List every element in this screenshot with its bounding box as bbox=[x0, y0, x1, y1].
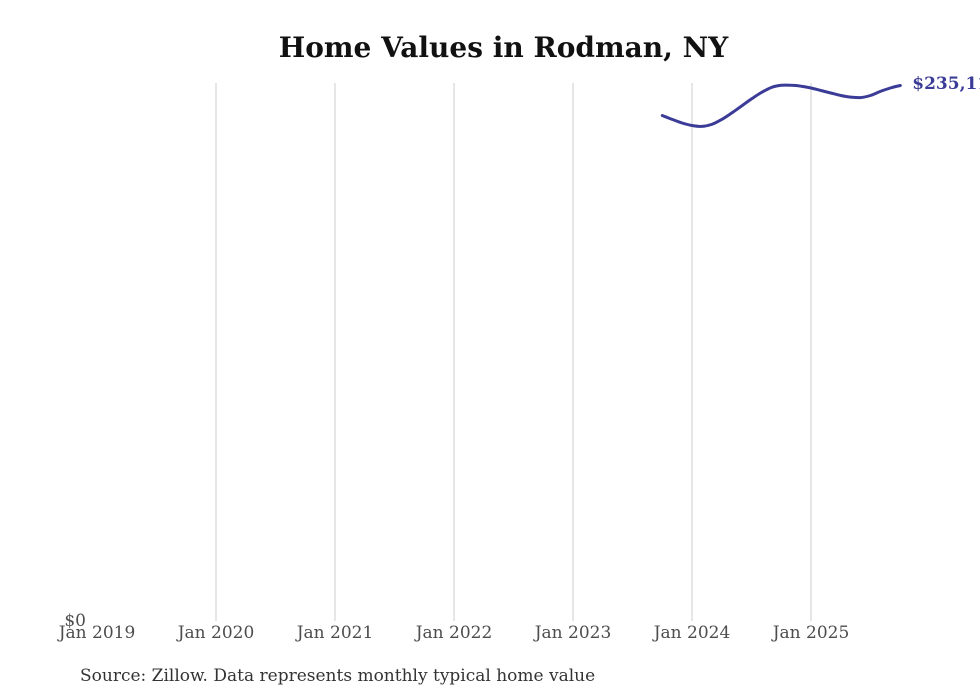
x-tick-label: Jan 2020 bbox=[177, 623, 255, 643]
x-tick-label: Jan 2022 bbox=[415, 623, 493, 643]
x-tick-label: Jan 2024 bbox=[653, 623, 731, 643]
source-note: Source: Zillow. Data represents monthly … bbox=[80, 666, 596, 686]
y-axis-zero-label: $0 bbox=[64, 611, 86, 631]
home-value-line bbox=[660, 83, 902, 128]
x-tick-label: Jan 2021 bbox=[296, 623, 374, 643]
x-tick-label: Jan 2025 bbox=[772, 623, 850, 643]
x-tick-label: Jan 2023 bbox=[534, 623, 612, 643]
chart-title: Home Values in Rodman, NY bbox=[278, 31, 729, 64]
latest-value-label: $235,11 bbox=[912, 74, 980, 95]
x-tick-label: Jan 2019 bbox=[58, 623, 136, 643]
